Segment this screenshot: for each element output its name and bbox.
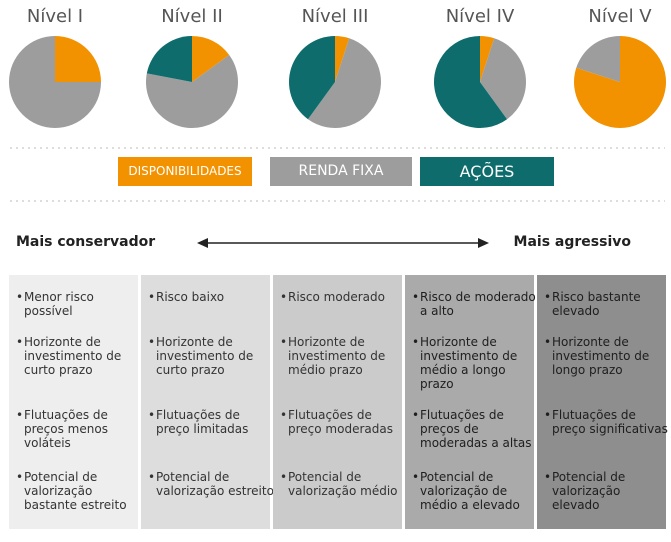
pie-title: Nível IV [446, 6, 515, 27]
profile-item: Potencial de valorização estreito [148, 470, 274, 498]
scale-right: Mais agressivo [513, 234, 631, 250]
pie-slice [335, 36, 350, 82]
pie-slice [146, 36, 192, 82]
pie-title: Nível III [302, 6, 369, 27]
pie-title: Nível I [27, 6, 83, 27]
profile-item: Horizonte de investimento de curto prazo [148, 335, 274, 377]
profile-item: Risco baixo [148, 290, 274, 304]
profile-item: Potencial de valorização de médio a elev… [412, 470, 538, 512]
pie-slice [9, 36, 101, 128]
pie-slice [480, 38, 526, 120]
pie-title: Nível II [161, 6, 223, 27]
profile-item: Flutuações de preço moderadas [280, 408, 406, 436]
pie-slice [192, 36, 230, 82]
arrow-head [197, 238, 208, 248]
profile-column: Risco baixo Horizonte de investimento de … [141, 275, 274, 529]
profile-item: Horizonte de investimento de médio a lon… [412, 335, 538, 391]
profile-item: Horizonte de investimento de longo prazo [544, 335, 670, 377]
scale-left: Mais conservador [16, 234, 156, 250]
arrow-head [478, 238, 489, 248]
pie-slice [55, 36, 101, 82]
legend-item: RENDA FIXA [270, 157, 412, 186]
pie-slice [289, 36, 335, 120]
profile-column: Menor risco possívelHorizonte de investi… [9, 275, 138, 529]
pie-slice [576, 36, 620, 82]
pie-slice [146, 54, 238, 128]
pie-slice [480, 36, 495, 82]
profile-item: Potencial de valorização médio [280, 470, 406, 498]
profile-item: Risco bastante elevado [544, 290, 670, 318]
profile-item: Horizonte de investimento de médio prazo [280, 335, 406, 377]
profile-item: Flutuações de preços de moderadas a alta… [412, 408, 538, 450]
pie-title: Nível V [588, 6, 652, 27]
profile-item: Flutuações de preços menos voláteis [16, 408, 142, 450]
legend-item: DISPONIBILIDADES [118, 157, 252, 186]
profile-item: Flutuações de preço significativas [544, 408, 670, 436]
profile-item: Flutuações de preço limitadas [148, 408, 274, 436]
profile-item: Horizonte de investimento de curto prazo [16, 335, 142, 377]
profile-item: Menor risco possível [16, 290, 142, 318]
legend-item: AÇÕES [420, 157, 554, 186]
profile-column: Risco bastante elevado Horizonte de inves… [537, 275, 668, 529]
profile-item: Risco moderado [280, 290, 406, 304]
profile-item: Potencial de valorização bastante estrei… [16, 470, 142, 512]
profile-item: Risco de moderado a alto [412, 290, 538, 318]
profile-column: Risco de moderado a alto Horizonte de inv… [405, 275, 536, 529]
pie-slice [307, 38, 382, 129]
pie-slice [434, 36, 508, 128]
profile-item: Potencial de valorização elevado [544, 470, 670, 512]
profile-column: Risco moderadoHorizonte de investimento … [273, 275, 402, 529]
